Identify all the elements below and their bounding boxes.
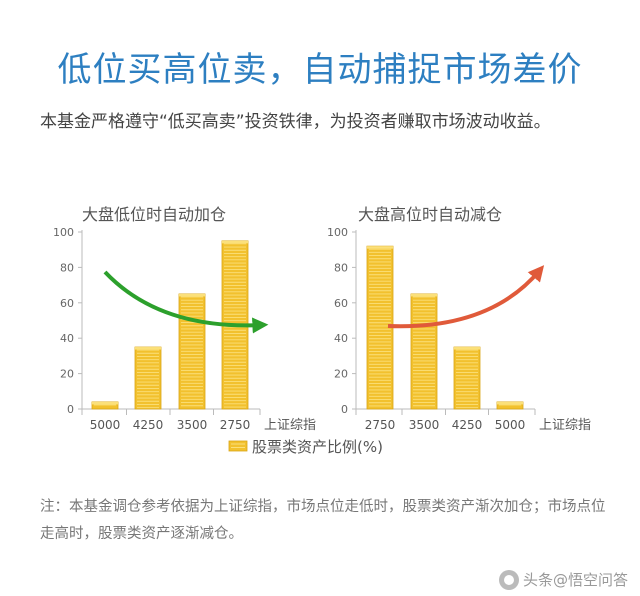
y-tick-label: 60 bbox=[334, 297, 348, 310]
x-tick-label: 3500 bbox=[409, 418, 440, 432]
y-tick-label: 80 bbox=[334, 261, 348, 274]
x-tick-label: 4250 bbox=[452, 418, 483, 432]
chart-right: 0 20 40 60 80 100 2750 3500 4250 5000 上证综指 bbox=[327, 226, 591, 433]
trend-arrow bbox=[103, 270, 269, 334]
y-tick-label: 40 bbox=[334, 332, 348, 345]
bar bbox=[178, 293, 206, 410]
intro-text: 本基金严格遵守“低买高卖”投资铁律，为投资者赚取市场波动收益。 bbox=[40, 112, 551, 132]
y-tick-label: 20 bbox=[60, 368, 74, 381]
x-tick-label: 3500 bbox=[177, 418, 208, 432]
bar bbox=[410, 293, 438, 410]
chart-title-left: 大盘低位时自动加仓 bbox=[82, 205, 227, 224]
chart-title-right: 大盘高位时自动减仓 bbox=[358, 205, 503, 224]
x-tick-label: 4250 bbox=[133, 418, 164, 432]
logo-icon bbox=[498, 569, 519, 590]
watermark-text: 头条@悟空问答 bbox=[522, 571, 628, 589]
y-tick-label: 0 bbox=[67, 403, 74, 416]
bar bbox=[91, 401, 119, 410]
x-tick-label: 2750 bbox=[220, 418, 251, 432]
chart-left: 0 20 40 60 80 100 5000 4250 3500 2750 上证综指 bbox=[53, 226, 316, 433]
legend-label: 股票类资产比例(%) bbox=[252, 438, 383, 456]
x-tick-label: 2750 bbox=[365, 418, 396, 432]
y-tick-label: 20 bbox=[334, 368, 348, 381]
page-title: 低位买高位卖，自动捕捉市场差价 bbox=[57, 50, 583, 90]
watermark: 头条@悟空问答 bbox=[498, 569, 628, 590]
bar bbox=[496, 401, 524, 410]
bar bbox=[134, 346, 162, 410]
footnote: 注：本基金调仓参考依据为上证综指，市场点位走低时，股票类资产渐次加仓；市场点位走… bbox=[40, 499, 606, 542]
legend: 股票类资产比例(%) bbox=[228, 438, 383, 456]
y-tick-label: 0 bbox=[341, 403, 348, 416]
y-tick-label: 100 bbox=[327, 226, 348, 239]
x-axis-label: 上证综指 bbox=[539, 418, 591, 433]
x-tick-label: 5000 bbox=[90, 418, 121, 432]
bar bbox=[453, 346, 481, 410]
trend-arrow bbox=[387, 265, 545, 329]
x-axis-label: 上证综指 bbox=[264, 418, 316, 433]
y-tick-label: 80 bbox=[60, 261, 74, 274]
y-tick-label: 100 bbox=[53, 226, 74, 239]
charts-canvas: 0 20 40 60 80 100 5000 4250 3500 2750 上证综指 0 20 40 60 8… bbox=[53, 226, 591, 456]
legend-swatch bbox=[228, 440, 248, 452]
y-tick-label: 40 bbox=[60, 332, 74, 345]
x-tick-label: 5000 bbox=[495, 418, 526, 432]
y-tick-label: 60 bbox=[60, 297, 74, 310]
